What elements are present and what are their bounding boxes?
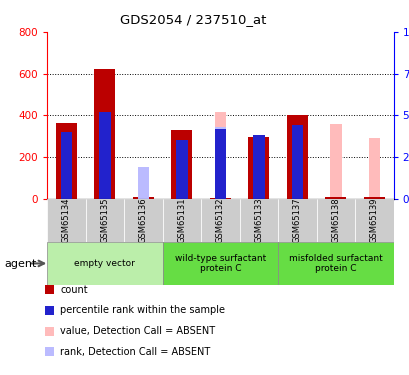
Text: GSM65131: GSM65131 bbox=[177, 198, 186, 243]
Bar bbox=[47, 199, 85, 242]
Bar bbox=[354, 199, 393, 242]
Bar bbox=[316, 199, 354, 242]
Bar bbox=[277, 242, 393, 285]
Text: value, Detection Call = ABSENT: value, Detection Call = ABSENT bbox=[60, 326, 215, 336]
Bar bbox=[171, 130, 192, 199]
Bar bbox=[239, 199, 277, 242]
Bar bbox=[133, 197, 154, 199]
Text: agent: agent bbox=[4, 259, 36, 268]
Text: GSM65134: GSM65134 bbox=[62, 198, 71, 243]
Text: GSM65136: GSM65136 bbox=[139, 198, 148, 243]
Bar bbox=[252, 135, 264, 199]
Text: misfolded surfactant
protein C: misfolded surfactant protein C bbox=[288, 254, 382, 273]
Bar bbox=[175, 140, 187, 199]
Bar bbox=[56, 123, 77, 199]
Bar bbox=[324, 197, 346, 199]
Text: percentile rank within the sample: percentile rank within the sample bbox=[60, 306, 225, 315]
Bar bbox=[99, 112, 110, 199]
Bar bbox=[137, 167, 149, 199]
Bar bbox=[329, 124, 341, 199]
Text: GDS2054 / 237510_at: GDS2054 / 237510_at bbox=[119, 13, 265, 26]
Text: wild-type surfactant
protein C: wild-type surfactant protein C bbox=[174, 254, 265, 273]
Bar bbox=[47, 242, 162, 285]
Bar bbox=[214, 112, 226, 199]
Bar bbox=[94, 69, 115, 199]
Text: count: count bbox=[60, 285, 88, 295]
Bar bbox=[291, 125, 302, 199]
Text: empty vector: empty vector bbox=[74, 259, 135, 268]
Bar bbox=[201, 199, 239, 242]
Text: GSM65132: GSM65132 bbox=[216, 198, 224, 243]
Text: GSM65133: GSM65133 bbox=[254, 198, 263, 243]
Bar bbox=[214, 129, 226, 199]
Bar bbox=[368, 138, 379, 199]
Bar bbox=[286, 116, 307, 199]
Bar bbox=[248, 137, 269, 199]
Bar bbox=[162, 199, 201, 242]
Text: GSM65138: GSM65138 bbox=[330, 198, 339, 243]
Bar bbox=[61, 132, 72, 199]
Text: GSM65137: GSM65137 bbox=[292, 198, 301, 243]
Bar bbox=[214, 127, 226, 199]
Bar bbox=[137, 176, 149, 199]
Bar bbox=[124, 199, 162, 242]
Text: GSM65139: GSM65139 bbox=[369, 198, 378, 243]
Text: GSM65135: GSM65135 bbox=[100, 198, 109, 243]
Bar bbox=[162, 242, 277, 285]
Text: rank, Detection Call = ABSENT: rank, Detection Call = ABSENT bbox=[60, 347, 210, 357]
Bar bbox=[209, 198, 230, 199]
Bar bbox=[277, 199, 316, 242]
Bar bbox=[363, 197, 384, 199]
Bar bbox=[85, 199, 124, 242]
